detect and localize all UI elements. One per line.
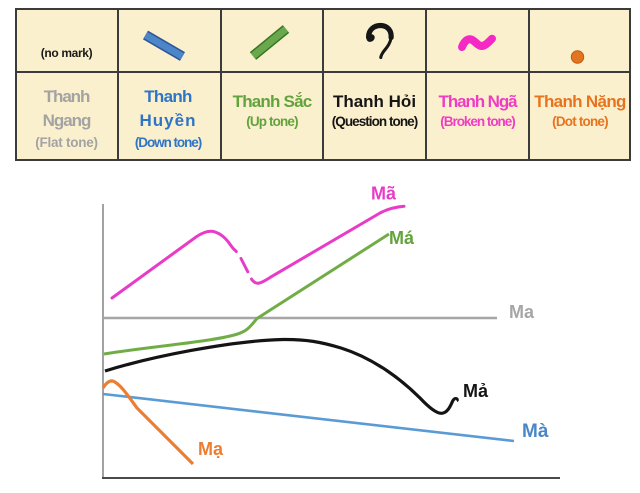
svg-text:Mã: Mã [371,184,397,204]
svg-text:Mả: Mả [463,381,489,401]
svg-text:Mà: Mà [522,421,549,442]
svg-text:Má: Má [389,228,415,248]
svg-text:Mạ: Mạ [198,439,224,459]
svg-text:Ma: Ma [509,302,535,322]
